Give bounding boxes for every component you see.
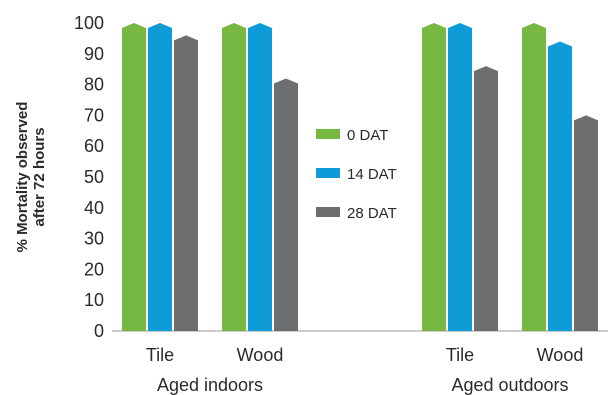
legend-swatch xyxy=(316,168,340,178)
bar-28-dat-3 xyxy=(574,115,598,332)
y-axis-ticks: 0 10 20 30 40 50 60 70 80 90 100 xyxy=(74,13,104,341)
bar-28-dat-0 xyxy=(174,35,198,331)
y-tick-label: 40 xyxy=(84,198,104,218)
category-label: Wood xyxy=(537,345,584,365)
y-axis-title-line: after 72 hours xyxy=(31,127,48,226)
y-tick-label: 0 xyxy=(94,321,104,341)
y-tick-label: 70 xyxy=(84,105,104,125)
legend-item: 14 DAT xyxy=(316,166,397,183)
bar-14-dat-1 xyxy=(248,23,272,331)
bar-28-dat-1 xyxy=(274,78,298,331)
y-axis-title: % Mortality observed after 72 hours xyxy=(14,102,48,253)
legend-swatch xyxy=(316,129,340,139)
legend-label: 28 DAT xyxy=(347,205,397,222)
y-axis-title-line: % Mortality observed xyxy=(14,102,31,253)
legend: 0 DAT 14 DAT 28 DAT xyxy=(316,127,397,222)
legend-item: 28 DAT xyxy=(316,205,397,222)
category-label: Tile xyxy=(146,345,174,365)
category-labels: Tile Wood Tile Wood xyxy=(146,345,584,365)
y-tick-label: 80 xyxy=(84,75,104,95)
y-tick-label: 100 xyxy=(74,13,104,33)
y-tick-label: 20 xyxy=(84,259,104,279)
legend-swatch xyxy=(316,207,340,217)
group-label: Aged outdoors xyxy=(451,375,568,395)
bar-0-dat-1 xyxy=(222,23,246,331)
bar-14-dat-3 xyxy=(548,41,572,331)
bar-14-dat-0 xyxy=(148,23,172,331)
y-tick-label: 50 xyxy=(84,167,104,187)
bar-14-dat-2 xyxy=(448,23,472,331)
y-tick-label: 30 xyxy=(84,229,104,249)
category-label: Tile xyxy=(446,345,474,365)
category-label: Wood xyxy=(237,345,284,365)
bars xyxy=(122,23,598,332)
group-labels: Aged indoors Aged outdoors xyxy=(157,375,569,395)
legend-item: 0 DAT xyxy=(316,127,388,144)
legend-label: 14 DAT xyxy=(347,166,397,183)
bar-0-dat-3 xyxy=(522,23,546,331)
group-label: Aged indoors xyxy=(157,375,263,395)
legend-label: 0 DAT xyxy=(347,127,388,144)
y-tick-label: 60 xyxy=(84,136,104,156)
y-tick-label: 90 xyxy=(84,44,104,64)
y-tick-label: 10 xyxy=(84,290,104,310)
bar-0-dat-0 xyxy=(122,23,146,331)
bar-0-dat-2 xyxy=(422,23,446,331)
bar-28-dat-2 xyxy=(474,66,498,332)
